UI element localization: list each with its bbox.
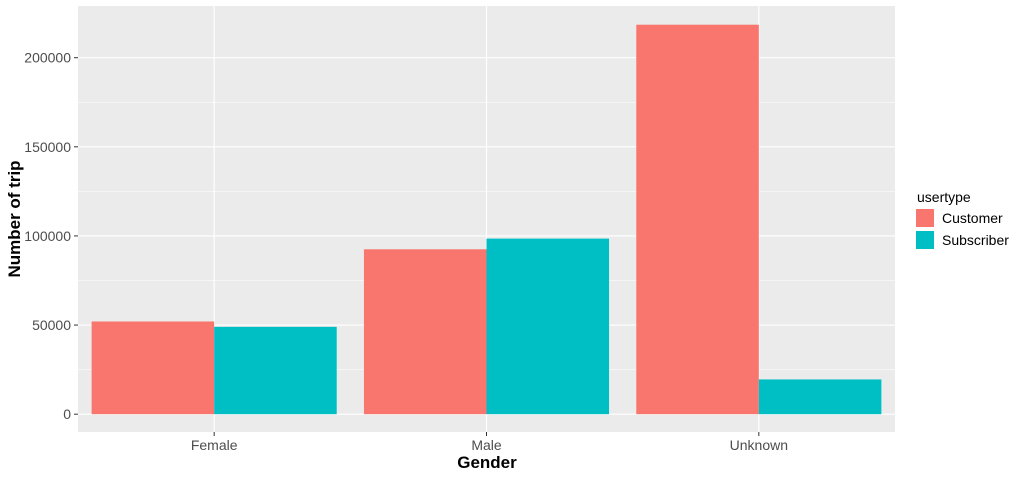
bar-subscriber-unknown (758, 379, 882, 415)
legend-key-subscriber (916, 231, 934, 249)
x-tick-label: Female (191, 437, 238, 453)
bar-subscriber-female (214, 326, 337, 415)
legend-title: usertype (917, 189, 971, 205)
bar-subscriber-male (486, 238, 610, 415)
legend-key-customer (916, 209, 934, 227)
legend-label-subscriber: Subscriber (942, 232, 1009, 248)
bar-customer-unknown (636, 24, 759, 415)
x-axis: Female Male Unknown (191, 432, 788, 453)
x-axis-title: Gender (457, 453, 517, 472)
legend: usertype Customer Subscriber (916, 189, 1009, 249)
y-axis: 0 50000 100000 150000 200000 (24, 50, 78, 422)
legend-label-customer: Customer (942, 210, 1003, 226)
y-tick-label: 150000 (24, 139, 71, 155)
y-tick-label: 0 (63, 406, 71, 422)
y-tick-label: 50000 (32, 317, 71, 333)
bar-customer-male (363, 249, 487, 415)
y-tick-label: 100000 (24, 228, 71, 244)
x-tick-label: Unknown (730, 437, 788, 453)
bars (91, 24, 882, 415)
y-axis-title: Number of trip (5, 160, 24, 277)
x-tick-label: Male (471, 437, 502, 453)
y-tick-label: 200000 (24, 50, 71, 66)
bar-customer-female (91, 321, 215, 415)
